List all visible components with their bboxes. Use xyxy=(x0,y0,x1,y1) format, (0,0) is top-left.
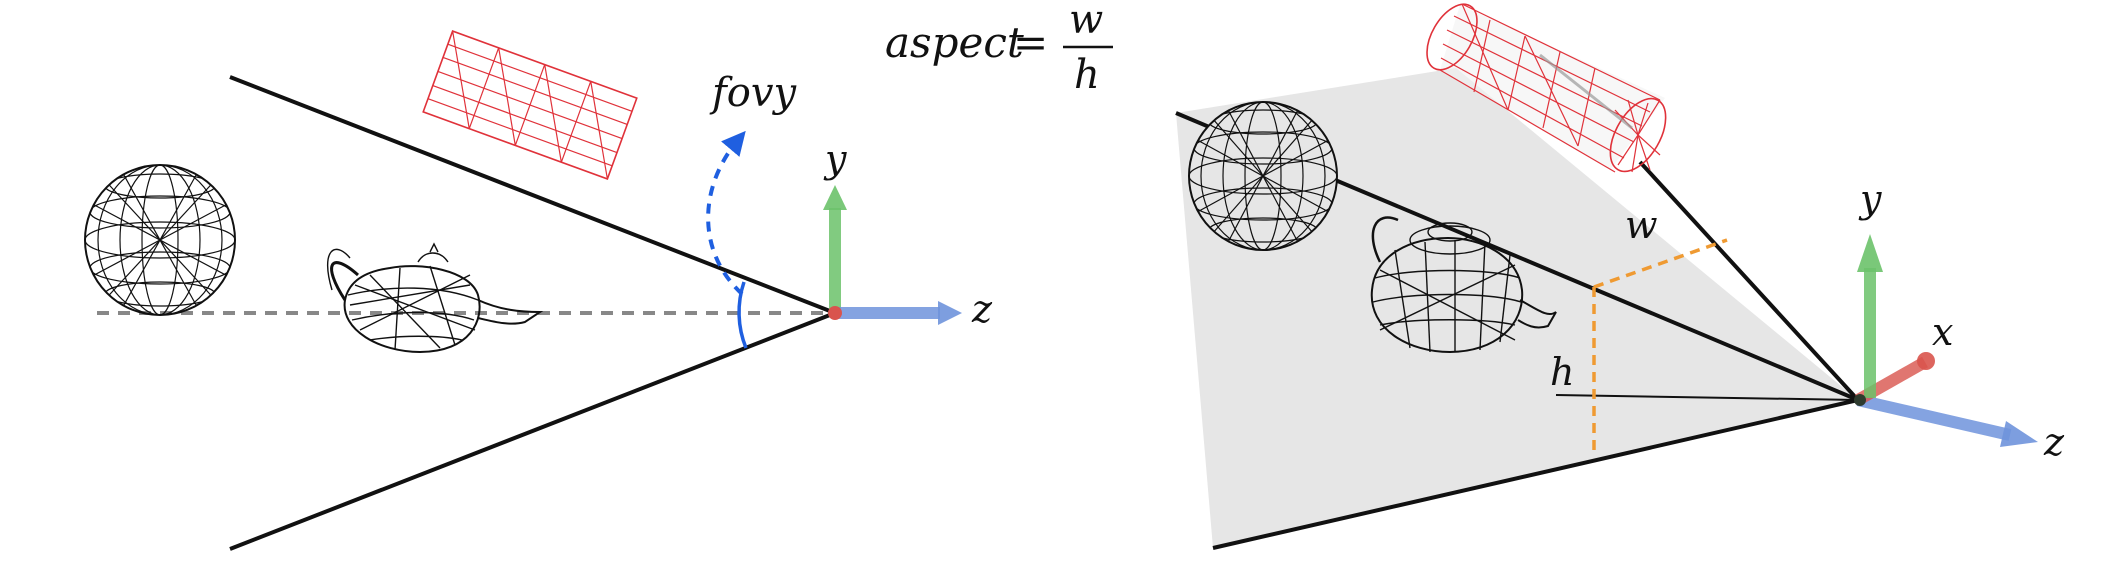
teapot-wireframe-left xyxy=(327,242,544,354)
width-dimension-line xyxy=(1593,238,1728,289)
right-z-axis-arrow xyxy=(1856,394,2012,441)
aspect-equation: aspect = w h xyxy=(885,0,1113,98)
width-label: w xyxy=(1625,203,1658,247)
sphere-wireframe-right xyxy=(1188,101,1338,251)
frustum-far-edge xyxy=(1638,160,1860,402)
sphere-wireframe-left xyxy=(84,164,236,316)
fov-arc xyxy=(737,281,748,349)
fov-arrow xyxy=(706,130,746,296)
equation-equals: = xyxy=(1013,18,1048,67)
equation-lhs: aspect xyxy=(885,18,1024,67)
cylinder-wireframe-left xyxy=(422,30,638,180)
equation-numerator: w xyxy=(1069,0,1103,43)
teapot-wireframe-right xyxy=(1370,216,1557,354)
center-ray xyxy=(1555,394,1859,401)
left-view: fovy y z xyxy=(84,30,993,551)
camera-axes-left: y z xyxy=(823,137,993,331)
axis-z-label: z xyxy=(971,287,993,331)
frustum-top-edge xyxy=(229,75,836,315)
right-z-axis-arrowhead xyxy=(2000,421,2038,447)
height-label: h xyxy=(1550,350,1574,394)
axis-y-label: y xyxy=(823,137,847,181)
camera-origin xyxy=(828,306,842,320)
z-axis-arrowhead xyxy=(938,301,962,325)
right-axis-x-label: x xyxy=(1932,310,1953,354)
frustum-lower-edge xyxy=(1212,398,1859,550)
camera-axes-right: y x z xyxy=(1854,177,2065,464)
right-x-axis-tip xyxy=(1917,352,1935,370)
equation-denominator: h xyxy=(1074,52,1100,98)
right-camera-origin xyxy=(1854,394,1866,406)
fov-label: fovy xyxy=(709,70,797,116)
right-view: w h y x z xyxy=(1175,3,2065,550)
frustum-bottom-edge xyxy=(229,311,836,551)
y-axis-arrowhead xyxy=(823,185,847,210)
cylinder-wireframe-right xyxy=(1426,3,1667,173)
right-y-axis-arrowhead xyxy=(1857,234,1883,272)
right-axis-y-label: y xyxy=(1858,177,1882,221)
right-axis-z-label: z xyxy=(2043,420,2065,464)
